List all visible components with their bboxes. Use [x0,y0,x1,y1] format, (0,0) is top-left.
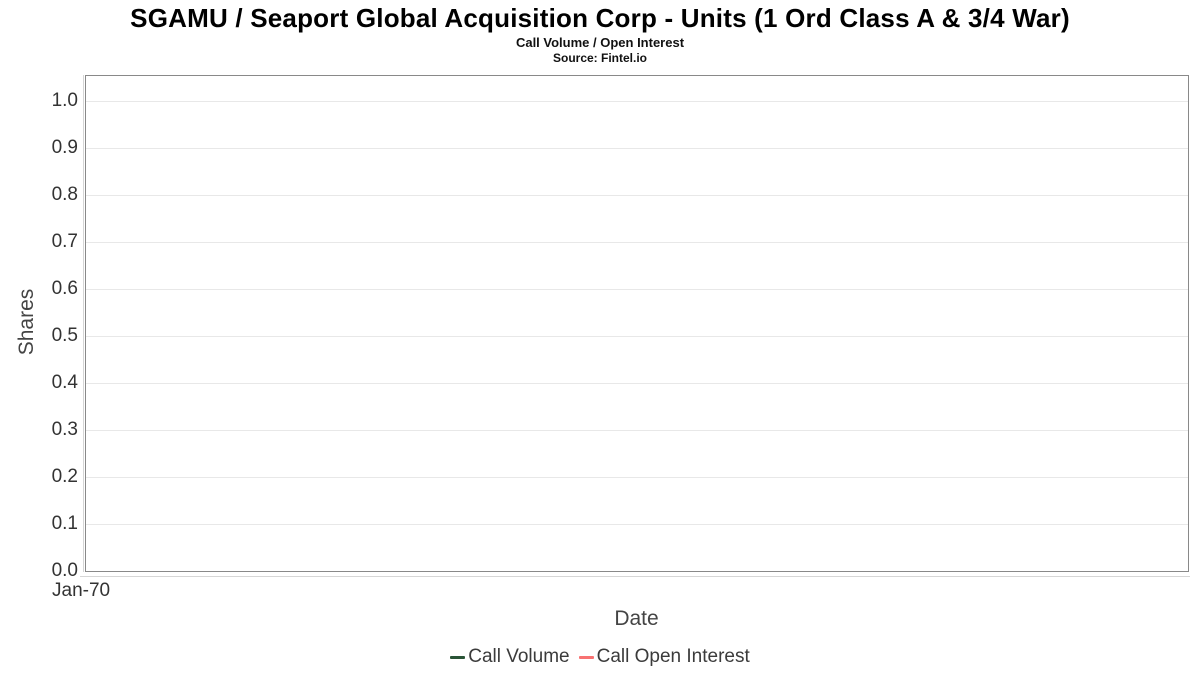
legend-line-swatch [578,655,594,659]
y-tick-label: 0.1 [51,513,78,534]
x-tick-label: Jan-70 [52,580,111,601]
gridline [86,383,1188,384]
chart-title: SGAMU / Seaport Global Acquisition Corp … [130,3,1070,33]
y-tick-label: 0.6 [51,278,78,299]
gridline [86,477,1188,478]
y-axis-title: Shares [15,288,38,356]
chart-subtitle: Call Volume / Open Interest [515,35,685,50]
legend-item-call-open-interest[interactable]: Call Open Interest [578,646,750,668]
y-tick-label: 0.4 [51,372,78,393]
y-tick-label: 0.9 [51,137,78,158]
gridline [86,524,1188,525]
chart-source: Source: Fintel.io [552,51,647,65]
x-axis-title: Date [614,607,659,630]
y-tick-label: 0.5 [51,325,78,346]
gridline [86,289,1188,290]
y-tick-label: 0.7 [51,231,78,252]
gridline [86,336,1188,337]
y-tick-label: 0.3 [51,419,78,440]
y-tick-label: 0.2 [51,466,78,487]
gridline [86,101,1188,102]
legend-item-call-volume[interactable]: Call Volume [450,646,570,668]
y-axis-line [83,75,84,572]
legend-label: Call Open Interest [596,646,750,667]
gridline [86,148,1188,149]
gridline [86,195,1188,196]
gridline [86,430,1188,431]
legend-line-swatch [450,655,466,659]
x-axis-line [80,576,1190,577]
y-tick-label: 0.0 [51,560,78,581]
y-tick-label: 0.8 [51,184,78,205]
plot-area [85,75,1189,572]
y-tick-label: 1.0 [51,90,78,111]
legend-label: Call Volume [468,646,570,667]
gridline [86,242,1188,243]
legend: Call Volume Call Open Interest [0,646,1200,668]
